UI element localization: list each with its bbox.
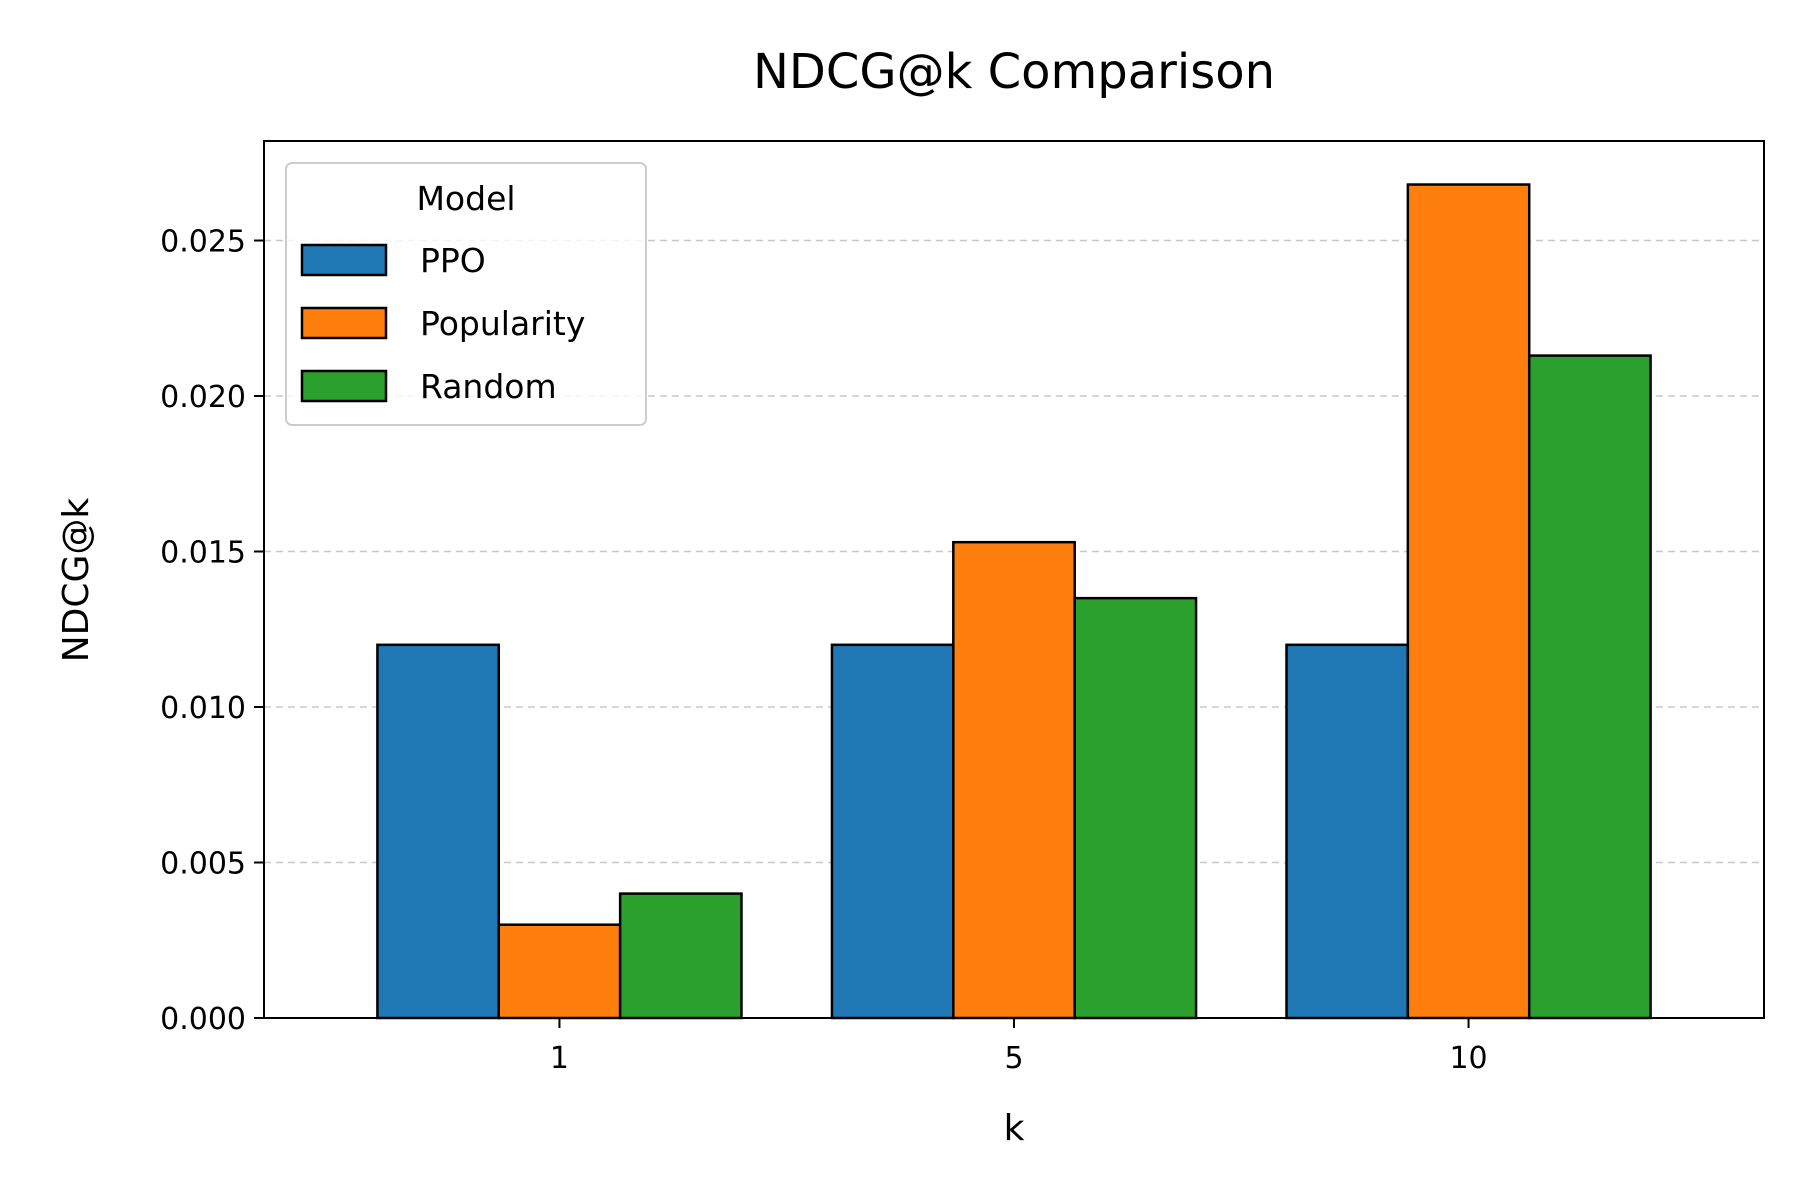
legend-label-popularity: Popularity [420, 304, 585, 343]
legend-swatch-popularity [300, 306, 388, 340]
bar-ppo-1 [376, 643, 501, 1020]
legend-box [285, 162, 647, 426]
bar-random-1 [618, 892, 743, 1020]
bar-ppo-5 [830, 643, 955, 1020]
legend: Model PPO Popularity Random [285, 162, 647, 426]
bar-random-10 [1527, 354, 1652, 1020]
bar-popularity-5 [952, 540, 1076, 1020]
y-tick-label: 0.005 [160, 847, 246, 882]
bar-ppo-10 [1285, 643, 1410, 1020]
y-tick-label: 0.025 [160, 225, 246, 260]
bar-random-5 [1073, 596, 1198, 1020]
bar-popularity-10 [1406, 183, 1531, 1020]
y-tick-label: 0.015 [160, 536, 246, 571]
legend-label-random: Random [420, 367, 557, 406]
x-tick-label: 10 [1449, 1041, 1487, 1076]
chart-title: NDCG@k Comparison [753, 44, 1275, 100]
x-tick-label: 1 [550, 1041, 569, 1076]
bars [376, 183, 1652, 1020]
y-tick-label: 0.000 [160, 1002, 246, 1037]
legend-title: Model [416, 179, 515, 218]
x-axis-ticks: 1 5 10 [550, 1018, 1488, 1076]
y-tick-label: 0.010 [160, 691, 246, 726]
legend-swatch-ppo [300, 243, 388, 277]
x-axis-label: k [1004, 1108, 1025, 1149]
x-tick-label: 5 [1004, 1041, 1023, 1076]
y-axis-label: NDCG@k [56, 498, 97, 663]
legend-items: PPO Popularity Random [300, 241, 585, 406]
legend-label-ppo: PPO [420, 241, 486, 280]
y-axis-ticks: 0.000 0.005 0.010 0.015 0.020 0.025 [160, 225, 264, 1037]
legend-swatch-random [300, 369, 388, 403]
bar-popularity-1 [497, 923, 622, 1020]
y-tick-label: 0.020 [160, 380, 246, 415]
